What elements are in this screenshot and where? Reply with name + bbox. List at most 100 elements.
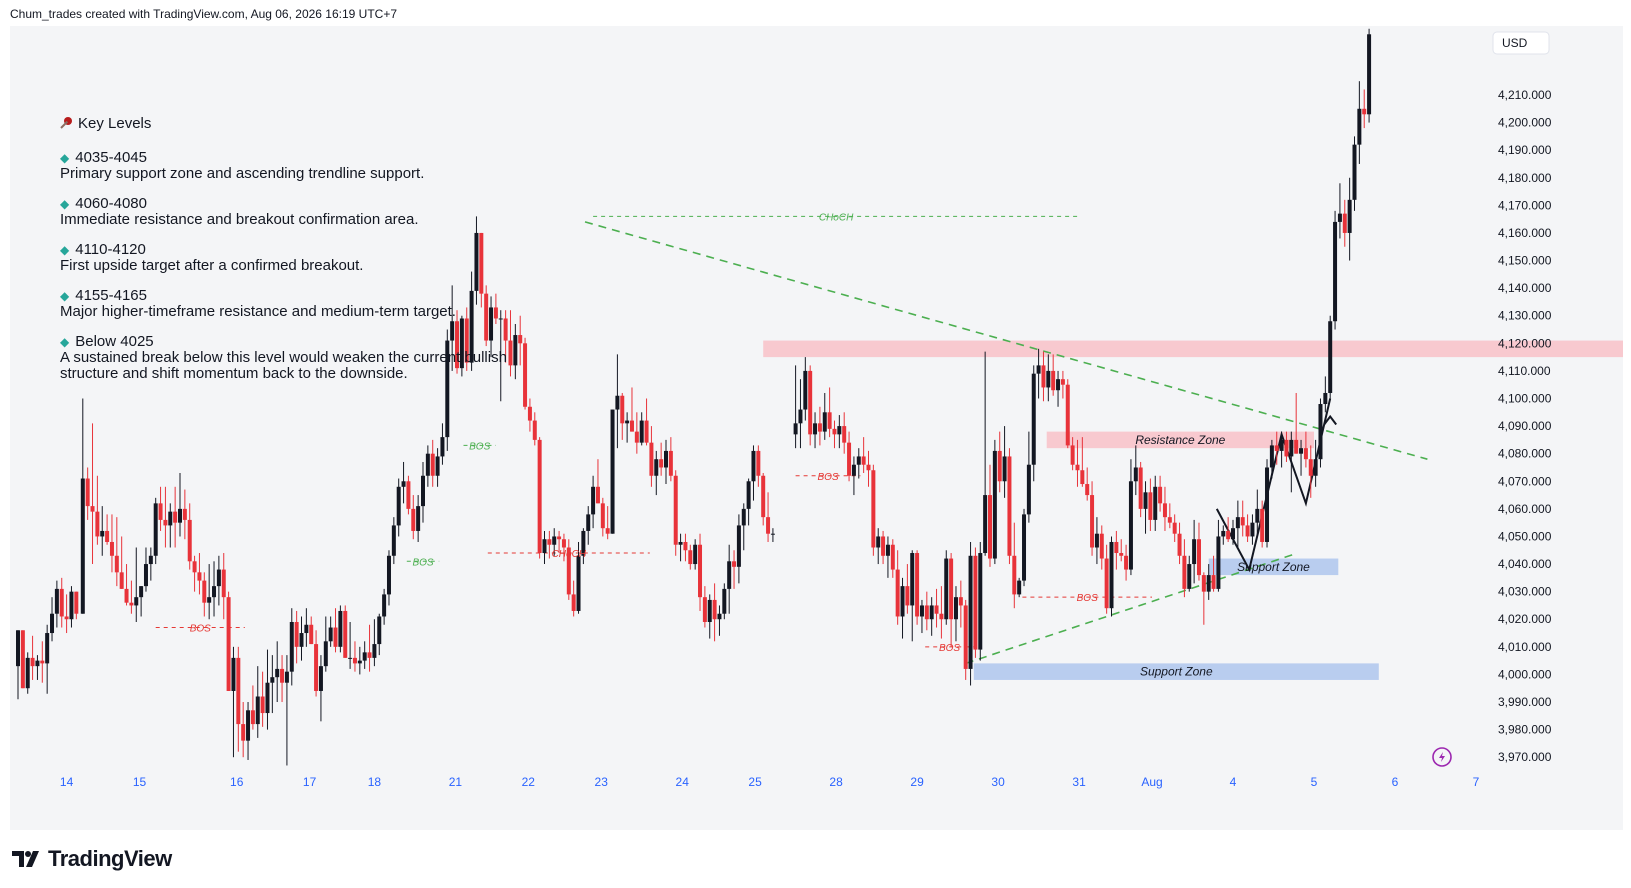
candle-body — [1250, 522, 1255, 537]
candle-body — [634, 431, 639, 443]
candle-body — [1124, 555, 1129, 570]
candle-body — [411, 508, 416, 531]
candle-body — [197, 572, 202, 581]
key-level-item: ◆ 4110-4120 First upside target after a c… — [60, 242, 560, 274]
resistance-zone — [763, 340, 1623, 358]
candle-body — [323, 641, 328, 667]
support-zone-label: Support Zone — [1140, 665, 1213, 679]
x-tick-label: 29 — [910, 775, 924, 789]
candle-body — [255, 696, 260, 725]
support-zone — [1208, 558, 1339, 576]
candle-body — [236, 657, 241, 725]
candle-body — [250, 710, 255, 725]
candle-body — [983, 495, 988, 554]
candle-body — [1196, 539, 1201, 576]
key-level-description: First upside target after a confirmed br… — [60, 257, 364, 274]
candle-body — [1206, 575, 1211, 592]
candle-body — [284, 671, 289, 683]
candle-body — [813, 423, 818, 435]
candle-body — [484, 293, 489, 341]
candle-body — [1260, 508, 1265, 542]
replay-icon[interactable] — [1432, 747, 1452, 767]
y-tick-label: 4,140.000 — [1498, 281, 1552, 295]
candle-body — [1051, 370, 1056, 391]
key-level-value: Below 4025 — [75, 333, 154, 350]
candle-body — [770, 533, 775, 535]
candle-body — [1148, 492, 1153, 520]
trendline — [965, 552, 1299, 665]
candle-body — [664, 450, 668, 468]
key-level-description: Major higher-timeframe resistance and me… — [60, 303, 456, 320]
candle-body — [644, 420, 649, 443]
candle-body — [105, 530, 110, 542]
structure-label: BOS — [939, 643, 960, 654]
candle-body — [348, 657, 353, 659]
candle-body — [625, 420, 630, 424]
candle-body — [182, 508, 187, 520]
candle-body — [1065, 384, 1070, 446]
key-level-description: Primary support zone and ascending trend… — [60, 165, 425, 182]
x-tick-label: 23 — [595, 775, 609, 789]
structure-label: BOS — [190, 624, 211, 635]
chart-frame[interactable]: Resistance ZoneResistance ZoneResistance… — [10, 26, 1623, 830]
key-levels-title: Key Levels — [78, 115, 152, 132]
candle-body — [890, 544, 895, 570]
candle-body — [124, 588, 129, 603]
key-level-value: 4155-4165 — [75, 287, 147, 304]
candle-body — [343, 610, 348, 658]
candle-body — [1269, 445, 1274, 468]
candle-body — [1192, 539, 1197, 565]
candle-body — [1017, 580, 1022, 595]
structure-label: CHoCH — [819, 212, 854, 223]
candle-body — [1279, 439, 1284, 451]
candle-body — [547, 539, 552, 545]
candle-body — [45, 633, 50, 664]
candle-body — [934, 605, 939, 614]
currency-badge[interactable] — [1492, 31, 1550, 55]
y-tick-label: 4,210.000 — [1498, 88, 1552, 102]
candle-body — [929, 605, 934, 620]
candle-body — [318, 666, 323, 691]
candle-body — [1162, 503, 1167, 518]
candle-body — [885, 544, 890, 556]
structure-label: BOS — [469, 441, 490, 452]
price-chart[interactable]: Resistance ZoneResistance ZoneResistance… — [10, 26, 1623, 830]
resistance-zone — [1046, 431, 1314, 449]
candle-body — [871, 470, 876, 548]
diamond-icon: ◆ — [60, 151, 70, 165]
candle-body — [1167, 517, 1172, 523]
candle-body — [1367, 34, 1372, 115]
candle-body — [992, 450, 997, 559]
y-tick-label: 4,030.000 — [1498, 585, 1552, 599]
x-tick-label: 17 — [303, 775, 317, 789]
candle-body — [1075, 464, 1080, 471]
candle-body — [231, 657, 236, 691]
candle-body — [207, 597, 212, 603]
y-tick-label: 4,000.000 — [1498, 667, 1552, 681]
y-tick-label: 4,040.000 — [1498, 557, 1552, 571]
candle-body — [304, 624, 309, 634]
x-tick-label: 7 — [1473, 775, 1480, 789]
candle-body — [532, 420, 537, 440]
key-level-description: Immediate resistance and breakout confir… — [60, 211, 419, 228]
pushpin-icon — [60, 117, 72, 129]
candle-body — [1002, 456, 1007, 482]
candle-body — [221, 569, 226, 598]
structure-label: CHoCH — [552, 549, 587, 560]
key-level-item: ◆ Below 4025 A sustained break below this… — [60, 334, 560, 382]
candle-body — [895, 569, 900, 617]
candle-body — [924, 605, 929, 620]
structure-label: BOS — [817, 472, 838, 483]
candle-body — [1085, 484, 1090, 496]
tradingview-logo[interactable]: TradingView — [12, 846, 172, 872]
candle-body — [309, 624, 314, 645]
candle-body — [944, 558, 949, 620]
candle-body — [673, 475, 678, 545]
candle-body — [722, 588, 727, 614]
candle-body — [1303, 448, 1308, 460]
candle-body — [552, 536, 557, 545]
candle-body — [1138, 467, 1143, 509]
candle-body — [469, 290, 474, 363]
x-tick-label: 4 — [1230, 775, 1237, 789]
candle-body — [693, 544, 698, 565]
